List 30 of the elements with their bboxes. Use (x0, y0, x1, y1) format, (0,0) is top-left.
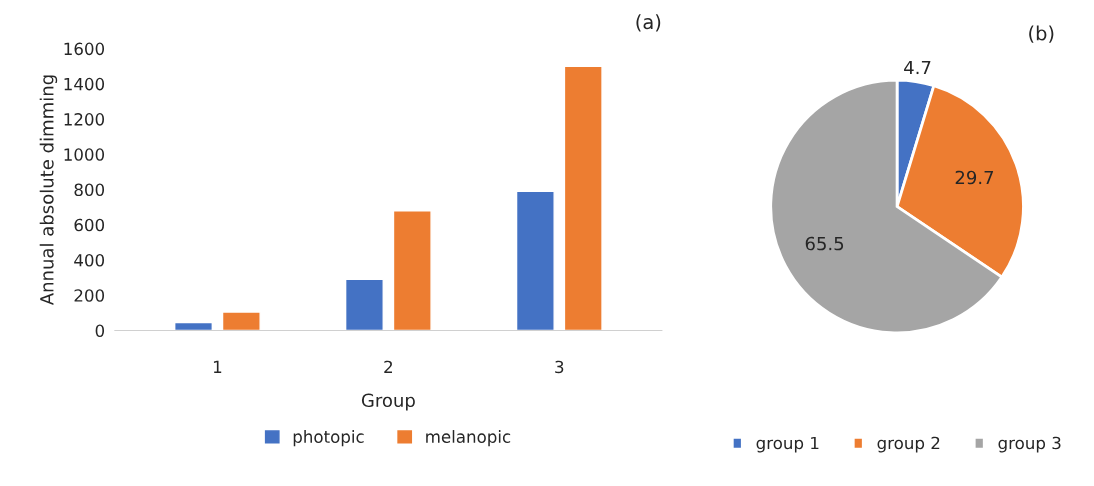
y-tick-label: 1600 (64, 42, 105, 56)
data-label: 4.7 (904, 60, 931, 75)
legend-label: photopic (293, 430, 364, 447)
y-tick-label: 800 (74, 183, 105, 197)
bar (563, 65, 603, 331)
y-tick-label: 200 (74, 289, 105, 302)
data-label: 65.5 (805, 236, 844, 251)
legend-label: group 2 (877, 436, 940, 453)
bar (221, 311, 261, 331)
x-tick-label: 2 (384, 360, 392, 374)
bar (392, 209, 432, 331)
data-label: 29.7 (955, 170, 994, 185)
bar (344, 278, 384, 331)
bar (515, 190, 555, 331)
legend-label: group 1 (756, 436, 819, 453)
chart-title: (b) (1029, 25, 1054, 43)
x-tick-label: 1 (213, 360, 222, 374)
y-tick-label: 600 (74, 218, 105, 232)
legend-label: group 3 (998, 436, 1061, 453)
legend-label: melanopic (426, 430, 511, 447)
y-tick-label: 1400 (64, 77, 105, 91)
bar (174, 321, 213, 331)
y-tick-label: 1000 (64, 148, 105, 161)
y-tick-label: 0 (95, 324, 105, 338)
chart-title: (a) (636, 14, 661, 32)
y-tick-label: 400 (74, 253, 105, 267)
x-tick-label: 3 (555, 360, 564, 374)
x-axis-title: Group (361, 393, 415, 411)
y-axis-title: Annual absolute dimming (39, 75, 58, 306)
y-tick-label: 1200 (64, 113, 105, 126)
